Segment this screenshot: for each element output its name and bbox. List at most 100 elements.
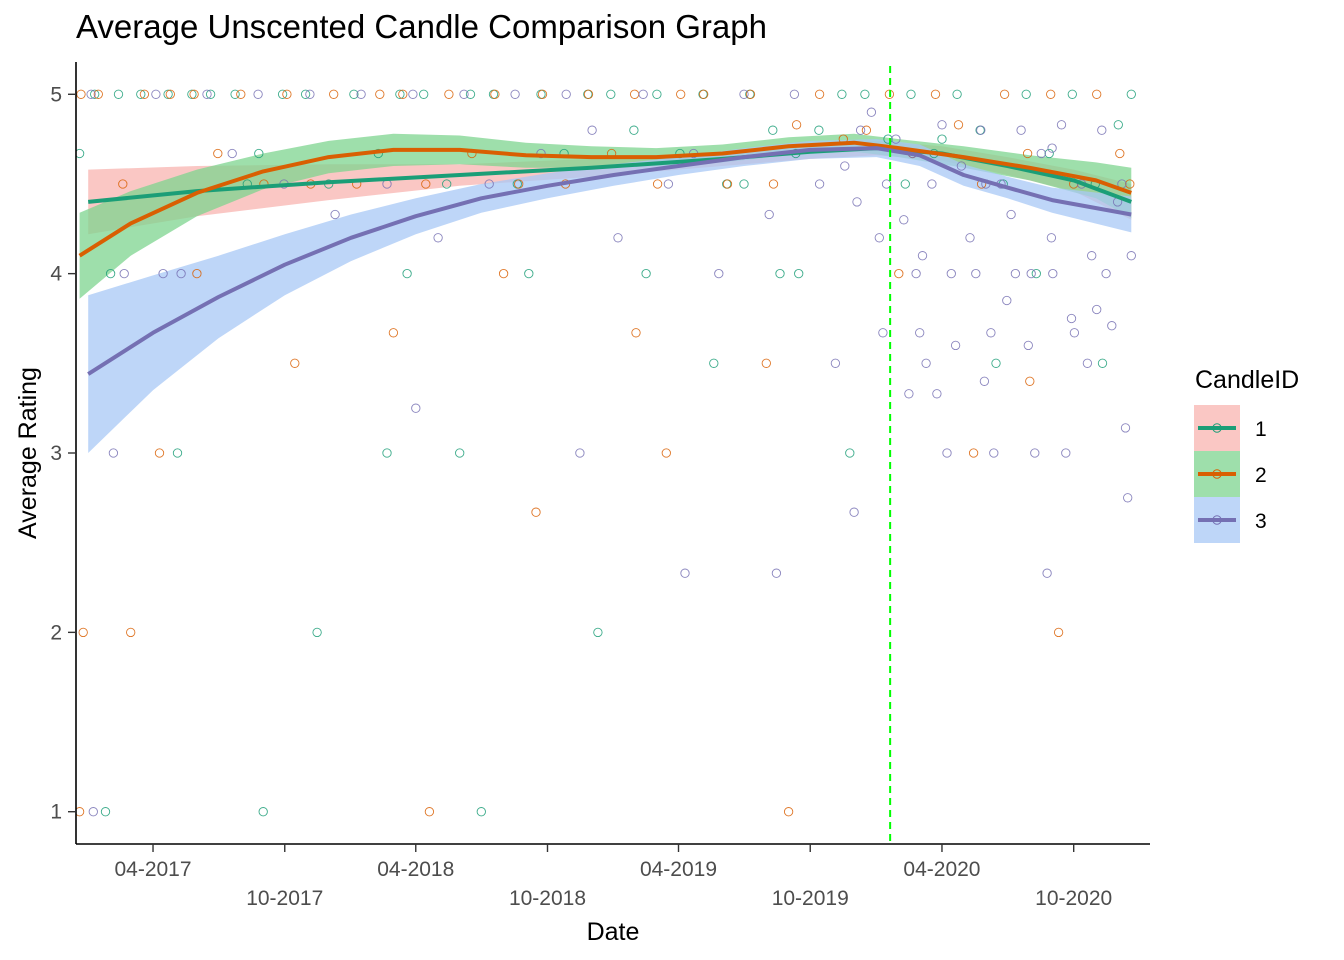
data-point-series-1 bbox=[442, 179, 452, 189]
data-point-series-2 bbox=[1125, 179, 1135, 189]
data-point-series-3 bbox=[638, 89, 648, 99]
y-tick-label: 5 bbox=[50, 83, 62, 106]
y-tick-label: 2 bbox=[50, 621, 62, 644]
x-tick-label: 04-2018 bbox=[377, 858, 454, 881]
legend-label-1: 1 bbox=[1255, 418, 1267, 441]
data-point-series-1 bbox=[163, 89, 173, 99]
data-point-series-2 bbox=[631, 328, 641, 338]
data-point-series-3 bbox=[1097, 125, 1107, 135]
data-point-series-3 bbox=[158, 268, 168, 279]
data-point-series-3 bbox=[714, 268, 724, 279]
data-point-series-1 bbox=[395, 89, 405, 99]
legend-label-2: 2 bbox=[1255, 464, 1267, 487]
data-point-series-1 bbox=[300, 89, 311, 99]
data-point-series-3 bbox=[613, 233, 623, 243]
data-point-series-1 bbox=[524, 268, 534, 279]
data-point-series-2 bbox=[761, 358, 771, 368]
data-point-series-3 bbox=[911, 268, 921, 279]
data-point-series-1 bbox=[652, 89, 662, 99]
data-point-series-2 bbox=[139, 89, 150, 99]
legend-title: CandleID bbox=[1195, 366, 1299, 394]
data-point-series-3 bbox=[151, 89, 161, 99]
data-point-series-1 bbox=[883, 134, 893, 144]
data-point-series-1 bbox=[722, 179, 732, 189]
data-point-series-2 bbox=[861, 125, 872, 135]
data-point-series-3 bbox=[814, 179, 825, 189]
data-point-series-1 bbox=[402, 268, 412, 279]
data-point-series-1 bbox=[775, 268, 785, 279]
data-point-series-1 bbox=[814, 125, 824, 135]
data-point-series-2 bbox=[629, 89, 640, 99]
data-point-series-3 bbox=[917, 251, 928, 261]
data-point-series-1 bbox=[258, 807, 268, 817]
data-point-series-2 bbox=[1025, 376, 1035, 386]
legend-key-point-2 bbox=[1212, 469, 1222, 479]
data-point-series-2 bbox=[999, 89, 1010, 99]
x-tick-label: 04-2019 bbox=[640, 858, 717, 881]
y-tick-label: 3 bbox=[50, 442, 62, 465]
data-point-series-2 bbox=[930, 89, 941, 99]
data-point-series-1 bbox=[1113, 120, 1123, 130]
data-point-series-1 bbox=[419, 89, 429, 99]
data-point-series-2 bbox=[1053, 627, 1064, 638]
data-point-series-3 bbox=[739, 89, 749, 99]
data-point-series-1 bbox=[952, 89, 962, 99]
data-point-series-2 bbox=[444, 89, 454, 99]
data-point-series-1 bbox=[187, 89, 197, 99]
data-point-series-3 bbox=[1120, 423, 1131, 433]
data-points bbox=[76, 89, 1136, 817]
data-point-series-2 bbox=[791, 120, 802, 130]
data-point-series-3 bbox=[1107, 321, 1117, 331]
data-point-series-2 bbox=[661, 448, 671, 458]
data-point-series-3 bbox=[771, 568, 782, 578]
data-point-series-3 bbox=[253, 89, 263, 99]
data-point-series-2 bbox=[768, 179, 779, 189]
data-point-series-3 bbox=[561, 89, 571, 99]
legend: CandleID 1 2 3 bbox=[1194, 366, 1299, 543]
data-point-series-2 bbox=[424, 807, 435, 817]
data-point-series-3 bbox=[587, 125, 597, 135]
data-point-series-1 bbox=[76, 148, 85, 159]
data-point-series-1 bbox=[698, 89, 708, 99]
data-point-series-3 bbox=[86, 89, 96, 99]
data-point-series-2 bbox=[398, 89, 408, 99]
data-point-series-3 bbox=[937, 120, 947, 130]
smooth-line-3 bbox=[87, 146, 1132, 376]
data-point-series-3 bbox=[1010, 268, 1021, 279]
data-point-series-3 bbox=[927, 179, 937, 189]
data-point-series-3 bbox=[986, 328, 996, 338]
data-point-series-3 bbox=[680, 568, 690, 578]
data-point-series-3 bbox=[881, 179, 892, 189]
data-point-series-1 bbox=[349, 89, 359, 99]
data-point-series-3 bbox=[1087, 251, 1097, 261]
data-point-series-1 bbox=[606, 89, 616, 99]
data-point-series-3 bbox=[1023, 340, 1033, 351]
data-point-series-3 bbox=[459, 89, 469, 99]
data-point-series-3 bbox=[855, 125, 866, 135]
data-point-series-1 bbox=[641, 268, 651, 279]
data-point-series-2 bbox=[968, 448, 979, 458]
data-point-series-1 bbox=[230, 89, 240, 99]
data-point-series-1 bbox=[900, 179, 910, 189]
data-point-series-2 bbox=[722, 179, 733, 189]
data-point-series-2 bbox=[490, 89, 500, 99]
data-point-series-3 bbox=[88, 807, 98, 817]
data-point-series-2 bbox=[236, 89, 246, 99]
data-point-series-3 bbox=[1092, 304, 1102, 315]
data-point-series-2 bbox=[192, 268, 202, 279]
data-point-series-3 bbox=[356, 89, 366, 99]
data-point-series-2 bbox=[118, 179, 128, 189]
data-point-series-3 bbox=[202, 89, 212, 99]
legend-key-point-1 bbox=[1212, 423, 1222, 433]
data-point-series-3 bbox=[979, 376, 990, 386]
data-point-series-1 bbox=[937, 134, 947, 144]
data-point-series-3 bbox=[921, 358, 931, 368]
data-point-series-3 bbox=[965, 233, 975, 243]
data-point-series-2 bbox=[676, 89, 686, 99]
data-point-series-3 bbox=[1123, 493, 1133, 503]
data-point-series-2 bbox=[953, 120, 964, 130]
data-point-series-3 bbox=[1056, 120, 1067, 130]
data-point-series-1 bbox=[476, 807, 486, 817]
data-point-series-3 bbox=[1066, 313, 1077, 324]
data-point-series-2 bbox=[514, 179, 524, 189]
